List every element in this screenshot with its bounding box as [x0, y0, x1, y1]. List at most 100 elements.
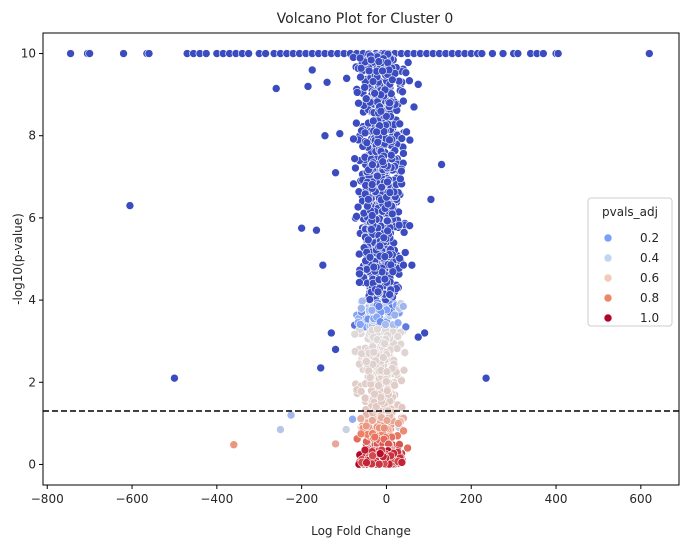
data-point [399, 96, 408, 106]
x-tick-label: −200 [285, 492, 318, 506]
data-point [413, 80, 423, 89]
x-tick-label: 200 [460, 492, 483, 506]
legend: pvals_adj 0.2 0.4 0.6 0.8 1.0 [587, 197, 673, 327]
data-point [413, 332, 423, 342]
data-point [364, 195, 373, 204]
data-point [392, 344, 402, 353]
data-point [368, 416, 377, 425]
data-point [397, 376, 406, 385]
data-point [331, 439, 340, 449]
data-point [426, 195, 436, 204]
data-point [397, 403, 407, 412]
data-point [376, 393, 386, 402]
data-point [360, 83, 369, 92]
data-point [383, 216, 392, 226]
data-point [390, 381, 399, 390]
data-point [350, 329, 360, 339]
data-point [385, 98, 394, 108]
data-point [341, 425, 351, 434]
data-point [349, 179, 358, 189]
y-axis-label: -log10(p-value) [11, 213, 25, 305]
data-point [437, 160, 446, 169]
x-tick-label: −400 [200, 492, 233, 506]
data-point [276, 425, 285, 434]
data-point [398, 87, 407, 97]
data-point [356, 72, 365, 82]
data-point [356, 414, 366, 423]
data-point [352, 212, 361, 221]
data-point [399, 149, 408, 158]
data-point [261, 49, 270, 58]
data-point [331, 345, 340, 354]
x-tick-label: −800 [31, 492, 64, 506]
data-point [407, 260, 417, 270]
data-point [374, 381, 383, 390]
data-point [364, 66, 374, 76]
data-point [539, 49, 548, 58]
data-point [382, 416, 392, 425]
data-point [367, 180, 377, 189]
data-point [374, 459, 384, 469]
data-point [170, 373, 179, 383]
data-point [368, 451, 377, 461]
data-point [399, 366, 409, 375]
data-point [368, 77, 378, 86]
points-layer [66, 49, 654, 469]
y-tick-label: 8 [28, 129, 36, 143]
data-point [409, 102, 419, 112]
legend-entries: 0.2 0.4 0.6 0.8 1.0 [603, 231, 659, 325]
data-point [381, 320, 390, 329]
data-point [356, 303, 366, 313]
data-point [395, 254, 404, 263]
data-point [399, 228, 409, 237]
data-point [368, 160, 377, 169]
data-point [353, 202, 363, 212]
data-point [362, 357, 371, 366]
data-point [383, 177, 392, 187]
y-tick-label: 0 [28, 457, 36, 471]
data-point [376, 106, 386, 116]
data-point [390, 310, 400, 320]
data-point [379, 353, 388, 362]
data-point [362, 458, 371, 467]
data-point [355, 278, 364, 287]
data-point [397, 166, 406, 176]
data-point [312, 225, 321, 235]
data-point [377, 182, 387, 192]
data-point [362, 138, 372, 148]
x-axis-label: Log Fold Change [311, 524, 411, 538]
data-point [271, 84, 281, 93]
data-point [331, 168, 340, 178]
data-point [367, 225, 376, 234]
data-point [403, 443, 412, 453]
data-point [66, 49, 75, 58]
data-point [357, 296, 367, 306]
x-tick-label: 600 [629, 492, 652, 506]
legend-marker [603, 293, 613, 303]
data-point [399, 426, 408, 436]
data-point [286, 410, 296, 420]
data-point [125, 201, 135, 210]
data-point [399, 260, 408, 270]
legend-marker [603, 313, 613, 323]
data-point [403, 58, 413, 67]
data-point [488, 49, 497, 58]
data-point [420, 328, 429, 338]
data-point [385, 135, 394, 145]
data-point [367, 305, 377, 315]
data-point [380, 274, 390, 284]
data-point [360, 128, 370, 138]
data-point [356, 63, 366, 73]
data-point [405, 76, 414, 86]
data-point [367, 211, 377, 220]
data-point [397, 134, 407, 143]
data-point [316, 363, 326, 373]
plot-frame [42, 32, 680, 486]
data-point [394, 419, 403, 428]
data-point [320, 131, 330, 141]
data-point [387, 209, 397, 219]
y-tick-label: 6 [28, 211, 36, 225]
data-point [373, 324, 382, 334]
data-point [375, 241, 385, 251]
